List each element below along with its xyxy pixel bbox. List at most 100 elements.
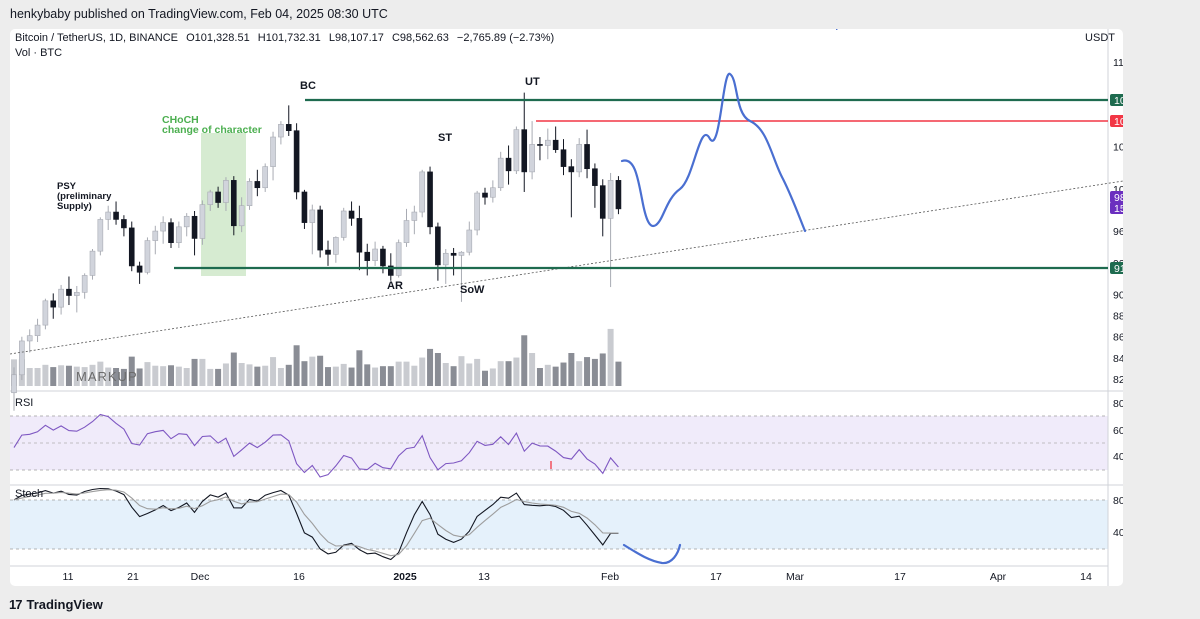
candle-body xyxy=(544,139,551,146)
volume-bar xyxy=(560,362,567,386)
volume-bar xyxy=(136,368,143,386)
time-tick-label: 17 xyxy=(894,571,906,583)
volume-bar xyxy=(599,353,606,386)
price-tick-label: 88,500.00 xyxy=(1113,311,1123,323)
volume-bar xyxy=(168,365,174,386)
candle-body xyxy=(34,324,41,336)
stoch-pane-label[interactable]: Stoch xyxy=(15,488,44,500)
volume-bar xyxy=(270,357,277,386)
stoch-axis[interactable]: 80.00 40.00 xyxy=(1113,495,1123,539)
tradingview-brand[interactable]: 17 TradingView xyxy=(9,597,103,612)
volume-bar xyxy=(246,364,253,386)
candle-body xyxy=(128,227,135,267)
volume-bar xyxy=(591,358,598,386)
volume-bar xyxy=(120,368,127,386)
volume-bar xyxy=(128,356,135,386)
volume-bars xyxy=(11,328,622,386)
volume-bar xyxy=(58,365,65,386)
volume-bar xyxy=(474,358,481,386)
candle-body xyxy=(340,210,347,238)
volume-bar xyxy=(262,365,269,386)
candle-body xyxy=(387,265,394,276)
candle-body xyxy=(513,129,520,172)
volume-bar xyxy=(207,368,214,386)
price-tag-label: 98,562.63 xyxy=(1114,192,1123,204)
volume-bar xyxy=(489,368,496,386)
symbol-title[interactable]: Bitcoin / TetherUS, 1D, BINANCE xyxy=(15,32,179,44)
candle-body xyxy=(199,204,206,239)
volume-bar xyxy=(482,370,488,386)
candle-body xyxy=(607,180,614,219)
rsi-pane-label[interactable]: RSI xyxy=(15,397,34,409)
volume-bar xyxy=(332,366,339,386)
candle-body xyxy=(458,251,465,256)
candle-body xyxy=(615,180,622,210)
volume-bar xyxy=(521,335,528,386)
choch-label-2: change of character xyxy=(162,124,262,136)
volume-bar xyxy=(607,328,614,386)
candle-body xyxy=(215,191,221,203)
candle-body xyxy=(584,144,590,170)
candle-body xyxy=(576,144,583,173)
time-tick-label: 21 xyxy=(127,571,139,583)
candle-body xyxy=(74,292,80,296)
volume-bar xyxy=(576,361,583,386)
publisher-line: henkybaby published on TradingView.com, … xyxy=(10,7,388,21)
candle-body xyxy=(42,300,49,326)
candle-body xyxy=(568,166,575,173)
volume-bar xyxy=(513,357,520,386)
candle-body xyxy=(105,211,111,220)
candle-body xyxy=(152,230,159,241)
volume-label[interactable]: Vol · BTC xyxy=(15,47,63,59)
bc-label: BC xyxy=(300,80,316,92)
volume-bar xyxy=(230,352,237,386)
volume-bar xyxy=(183,368,190,386)
tradingview-brand-text: TradingView xyxy=(26,597,103,612)
candle-body xyxy=(160,222,166,232)
stoch-projection-drawing[interactable] xyxy=(622,543,682,565)
volume-bar xyxy=(113,368,120,386)
ohlc-high: H101,732.31 xyxy=(257,32,321,44)
candle-body xyxy=(19,340,25,376)
candle-body xyxy=(592,168,598,186)
time-tick-label: Feb xyxy=(601,571,619,583)
candle-body xyxy=(58,288,64,308)
candle-body xyxy=(81,275,88,293)
candle-body xyxy=(207,191,214,205)
volume-bar xyxy=(348,367,355,386)
price-tag xyxy=(1110,94,1123,106)
candle-body xyxy=(450,252,457,256)
ohlc-open: O101,328.51 xyxy=(186,32,250,44)
volume-bar xyxy=(325,367,331,386)
candle-body xyxy=(223,180,229,203)
projection-drawing[interactable] xyxy=(620,72,807,233)
candle-body xyxy=(364,251,371,261)
time-tick-label: 16 xyxy=(293,571,305,583)
candle-body xyxy=(442,252,449,266)
chart-canvas[interactable]: BC UT ST AR SoW PSY (preliminary Supply)… xyxy=(10,29,1123,586)
candle-body xyxy=(191,215,198,239)
currency-label[interactable]: USDT xyxy=(1085,32,1115,44)
time-axis[interactable]: 11 21 Dec 16 2025 13 Feb 17 Mar 17 Apr 14 xyxy=(63,571,1092,583)
price-tag xyxy=(1110,191,1123,203)
chart-frame[interactable]: BC UT ST AR SoW PSY (preliminary Supply)… xyxy=(10,29,1123,586)
candle-body xyxy=(176,226,182,243)
ohlc-close: C98,562.63 xyxy=(391,32,449,44)
volume-bar xyxy=(584,357,591,386)
candle-body xyxy=(380,248,386,267)
time-tick-label: 17 xyxy=(710,571,722,583)
candle-body xyxy=(66,288,72,296)
volume-bar xyxy=(466,363,473,386)
rsi-axis[interactable]: 80.00 60.00 40.00 xyxy=(1113,398,1123,463)
volume-bar xyxy=(458,356,465,386)
volume-bar xyxy=(144,362,151,386)
candle-body xyxy=(482,192,488,198)
volume-bar xyxy=(379,366,386,386)
price-tag-label: 91,965.16 xyxy=(1114,263,1123,275)
volume-bar xyxy=(505,361,512,386)
volume-bar xyxy=(529,353,536,386)
stoch-d-line xyxy=(13,489,619,557)
candle-body xyxy=(238,205,245,227)
candle-body xyxy=(231,180,237,227)
candle-body xyxy=(144,240,151,273)
